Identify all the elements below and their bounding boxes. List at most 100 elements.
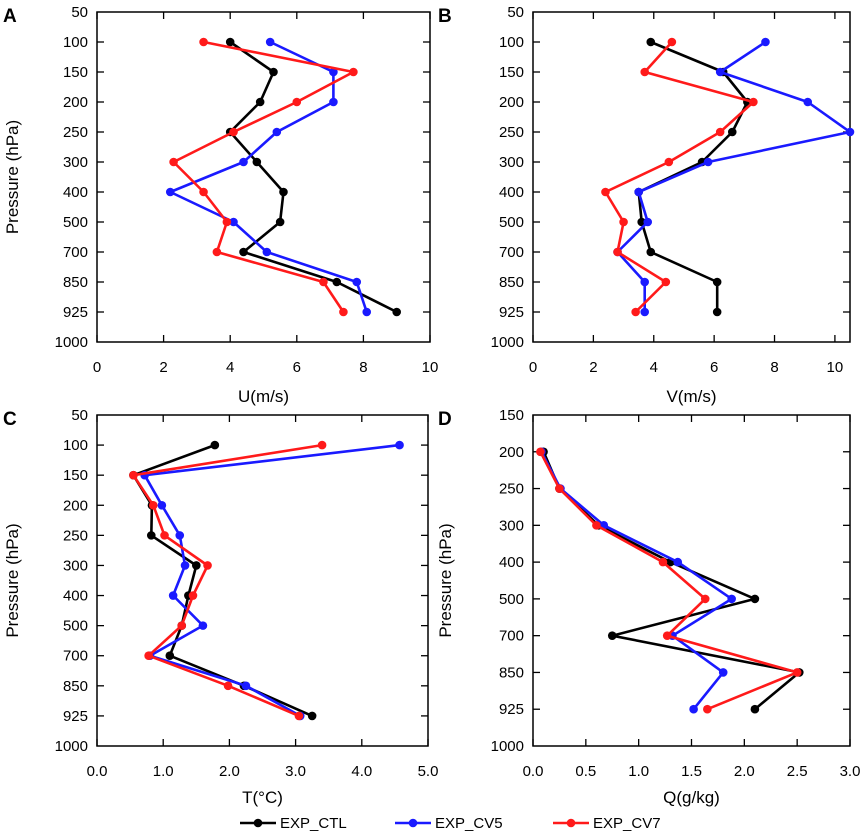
x-tick-label: 2.0	[734, 763, 755, 780]
series-line-exp-ctl	[542, 450, 801, 711]
data-point-exp-cv5	[634, 187, 643, 197]
data-point-exp-cv5	[239, 157, 248, 167]
y-tick-label: 200	[499, 94, 524, 111]
data-point-exp-ctl	[750, 594, 760, 604]
data-point-exp-ctl	[607, 631, 617, 640]
data-point-exp-ctl	[750, 704, 760, 714]
data-point-exp-cv7	[203, 561, 212, 570]
y-tick-label: 850	[499, 664, 524, 681]
data-point-exp-cv7	[319, 277, 328, 287]
y-tick-label: 300	[499, 154, 524, 171]
data-point-exp-cv5	[715, 67, 725, 77]
data-point-exp-cv7	[144, 651, 153, 661]
x-tick-label: 0.0	[87, 763, 108, 780]
y-tick-label: 100	[63, 34, 88, 51]
x-tick-label: 1.5	[681, 763, 702, 780]
x-tick-label: 8	[359, 359, 367, 376]
plot-frame	[96, 11, 431, 343]
data-point-exp-cv7	[212, 247, 222, 257]
data-point-exp-cv5	[229, 217, 238, 227]
data-point-exp-cv5	[241, 681, 251, 691]
data-point-exp-cv7	[619, 217, 628, 227]
y-tick-label: 250	[499, 124, 524, 141]
data-point-exp-cv7	[749, 97, 758, 107]
data-point-exp-cv7	[592, 521, 601, 530]
series-line-exp-cv5	[143, 443, 401, 718]
panel-b: 50 100 150 200 250 300 400 500 700 850 925 1000 0 2 4 6…	[438, 4, 855, 406]
legend: EXP_CTL EXP_CV5 EXP_CV7	[240, 815, 661, 832]
legend-label: EXP_CV5	[435, 815, 503, 832]
data-point-exp-cv7	[613, 247, 622, 257]
x-tick-label: 0	[529, 359, 537, 376]
data-point-exp-ctl	[646, 37, 656, 47]
y-tick-label: 250	[63, 527, 88, 544]
y-tick-label: 150	[63, 64, 88, 81]
panel-letter: C	[3, 409, 17, 430]
data-point-exp-ctl	[392, 307, 402, 317]
x-tick-label: 2	[589, 359, 597, 376]
data-point-exp-cv7	[661, 277, 671, 287]
x-tick-label: 0.5	[575, 763, 596, 780]
data-point-exp-cv5	[845, 127, 855, 137]
y-axis-title: Pressure (hPa)	[3, 120, 22, 234]
x-tick-label: 2.5	[787, 763, 808, 780]
y-tick-label: 400	[499, 554, 524, 571]
y-tick-label: 1000	[55, 334, 88, 351]
data-point-exp-cv7	[349, 67, 358, 77]
data-point-exp-cv5	[703, 157, 713, 167]
data-point-exp-ctl	[279, 187, 288, 197]
data-point-exp-ctl	[712, 307, 722, 317]
panel-d: 150 200 250 300 400 500 700 850 925 1000 0.0 0.5 1.0…	[436, 407, 860, 807]
x-tick-label: 1.0	[153, 763, 174, 780]
data-point-exp-cv5	[761, 37, 770, 47]
data-point-exp-cv7	[555, 484, 564, 493]
legend-label: EXP_CV7	[593, 815, 661, 832]
data-point-exp-cv5	[718, 668, 728, 677]
data-point-exp-cv5	[272, 127, 282, 137]
y-tick-label: 925	[499, 701, 524, 718]
y-tick-label: 50	[507, 4, 524, 21]
data-point-exp-cv5	[689, 704, 698, 714]
x-tick-label: 6	[293, 359, 301, 376]
data-point-exp-cv5	[180, 561, 190, 570]
panel-c: 50 100 150 200 250 300 400 500 700 850 925 1000 0.0 1…	[3, 407, 438, 807]
y-tick-label: 200	[63, 497, 88, 514]
data-point-exp-cv7	[662, 631, 672, 640]
data-point-exp-cv7	[667, 37, 677, 47]
data-point-exp-ctl	[255, 97, 265, 107]
data-point-exp-cv5	[198, 621, 208, 630]
y-tick-label: 700	[63, 648, 88, 665]
data-point-exp-cv5	[168, 591, 178, 600]
series-line-exp-cv5	[540, 450, 734, 711]
data-point-exp-cv7	[292, 97, 302, 107]
data-point-exp-ctl	[192, 561, 201, 570]
series-line-exp-cv5	[169, 40, 369, 314]
data-point-exp-ctl	[252, 157, 262, 167]
data-point-exp-ctl	[210, 440, 220, 450]
data-point-exp-cv5	[329, 97, 338, 107]
x-axis-title: T(°C)	[242, 788, 283, 807]
data-point-exp-cv7	[700, 594, 710, 604]
data-point-exp-cv7	[631, 307, 640, 317]
x-axis-title: V(m/s)	[666, 387, 716, 406]
data-point-exp-cv7	[536, 447, 545, 457]
data-point-exp-cv5	[803, 97, 813, 107]
x-tick-label: 1.0	[628, 763, 649, 780]
data-point-exp-ctl	[712, 277, 722, 287]
data-point-exp-cv7	[229, 127, 238, 137]
x-tick-label: 6	[710, 359, 718, 376]
data-point-exp-cv5	[165, 187, 175, 197]
y-tick-label: 1000	[491, 738, 524, 755]
data-point-exp-cv7	[658, 557, 668, 567]
data-point-exp-cv5	[362, 307, 372, 317]
legend-label: EXP_CTL	[280, 815, 347, 832]
data-point-exp-cv5	[640, 277, 650, 287]
legend-marker	[408, 818, 418, 828]
data-point-exp-cv7	[317, 440, 327, 450]
y-tick-label: 150	[499, 64, 524, 81]
panel-letter: D	[438, 409, 452, 430]
y-tick-label: 500	[499, 591, 524, 608]
data-point-exp-cv7	[148, 500, 158, 510]
data-point-exp-cv5	[262, 247, 272, 257]
data-point-exp-cv7	[715, 127, 725, 137]
